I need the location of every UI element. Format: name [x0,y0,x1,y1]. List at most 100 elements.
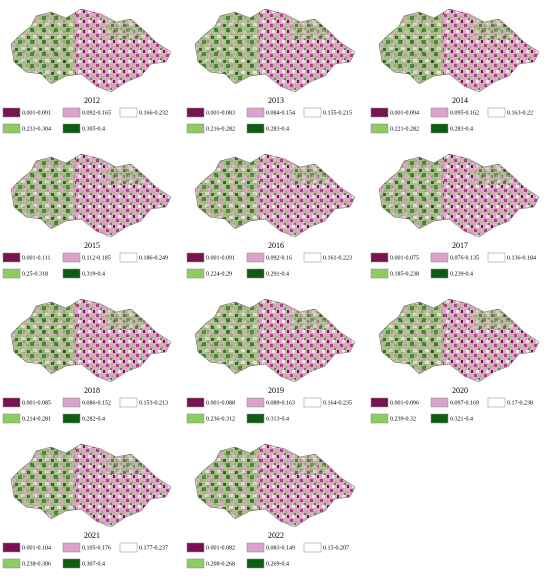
legend-label: 0.001-0.091 [206,255,235,261]
legend-label: 0.166-0.232 [139,110,168,116]
legend-swatch [246,123,265,134]
legend-label: 0.269-0.4 [266,561,289,567]
legend-swatch [370,252,389,263]
legend-swatch [303,542,322,553]
legend-swatch [186,542,205,553]
legend-swatch [62,268,81,279]
legend-label: 0.216-0.282 [206,126,235,132]
legend-label: 0.092-0.165 [82,110,111,116]
legend-swatch [62,542,81,553]
legend-swatch [119,107,138,118]
legend-swatch [186,123,205,134]
legend-swatch [62,397,81,408]
legend-label: 0.283-0.4 [450,126,473,132]
legend-label: 0.238-0.306 [22,561,51,567]
legend-swatch [430,413,449,424]
legend-swatch [303,397,322,408]
legend-swatch [430,107,449,118]
legend-label: 0.305-0.4 [82,126,105,132]
legend-swatch [430,252,449,263]
legend-swatch [62,252,81,263]
legend-swatch [186,252,205,263]
legend-swatch [119,397,138,408]
legend-label: 0.001-0.096 [390,400,419,406]
legend-label: 0.001-0.104 [22,545,51,551]
legend-swatch [186,268,205,279]
year-label: 2015 [84,241,100,250]
legend-label: 0.136-0.184 [507,255,536,261]
legend-label: 0.112-0.185 [82,255,111,261]
legend-label: 0.282-0.4 [82,416,105,422]
legend-swatch [303,252,322,263]
legend-swatch [246,107,265,118]
province-map [190,439,360,531]
legend-swatch [370,413,389,424]
legend-swatch [246,558,265,569]
legend-swatch [62,123,81,134]
province-map [374,4,544,96]
province-map [190,149,360,241]
legend-swatch [2,268,21,279]
province-map [190,4,360,96]
legend-swatch [186,558,205,569]
legend-label: 0.001-0.082 [206,545,235,551]
legend-label: 0.086-0.152 [82,400,111,406]
legend-label: 0.097-0.169 [450,400,479,406]
legend-label: 0.185-0.238 [390,271,419,277]
legend-label: 0.307-0.4 [82,561,105,567]
legend-swatch [487,397,506,408]
legend-swatch [430,268,449,279]
year-label: 2022 [268,531,284,540]
legend-swatch [303,107,322,118]
legend-label: 0.001-0.085 [22,400,51,406]
legend-label: 0.155-0.215 [323,110,352,116]
legend-label: 0.001-0.094 [390,110,419,116]
legend-swatch [246,542,265,553]
legend-swatch [119,542,138,553]
legend-label: 0.177-0.237 [139,545,168,551]
legend-swatch [2,558,21,569]
province-map [6,149,176,241]
legend-label: 0.17-0.238 [507,400,533,406]
province-map [190,294,360,386]
legend-swatch [186,107,205,118]
legend-label: 0.084-0.154 [266,110,295,116]
legend-swatch [2,542,21,553]
legend-label: 0.001-0.075 [390,255,419,261]
province-map [6,4,176,96]
province-map [6,439,176,531]
year-label: 2019 [268,386,284,395]
legend-swatch [62,558,81,569]
legend-label: 0.239-0.4 [450,271,473,277]
legend-swatch [370,397,389,408]
legend-swatch [370,268,389,279]
year-label: 2013 [268,96,284,105]
legend-label: 0.105-0.176 [82,545,111,551]
legend-label: 0.25-0.318 [22,271,48,277]
legend-label: 0.186-0.249 [139,255,168,261]
legend-label: 0.319-0.4 [82,271,105,277]
legend-label: 0.321-0.4 [450,416,473,422]
legend-label: 0.001-0.088 [206,400,235,406]
legend-label: 0.153-0.213 [139,400,168,406]
legend-swatch [370,123,389,134]
year-label: 2017 [452,241,468,250]
legend-label: 0.089-0.163 [266,400,295,406]
legend-swatch [2,252,21,263]
province-map [374,294,544,386]
legend-swatch [186,413,205,424]
legend-label: 0.001-0.111 [22,255,51,261]
legend-label: 0.291-0.4 [266,271,289,277]
year-label: 2020 [452,386,468,395]
legend-label: 0.208-0.268 [206,561,235,567]
legend-swatch [2,413,21,424]
legend-label: 0.283-0.4 [266,126,289,132]
legend-label: 0.001-0.091 [22,110,51,116]
legend-swatch [430,397,449,408]
legend-swatch [246,397,265,408]
legend-swatch [186,397,205,408]
legend-swatch [246,413,265,424]
legend-swatch [62,413,81,424]
province-map [6,294,176,386]
legend-swatch [487,252,506,263]
